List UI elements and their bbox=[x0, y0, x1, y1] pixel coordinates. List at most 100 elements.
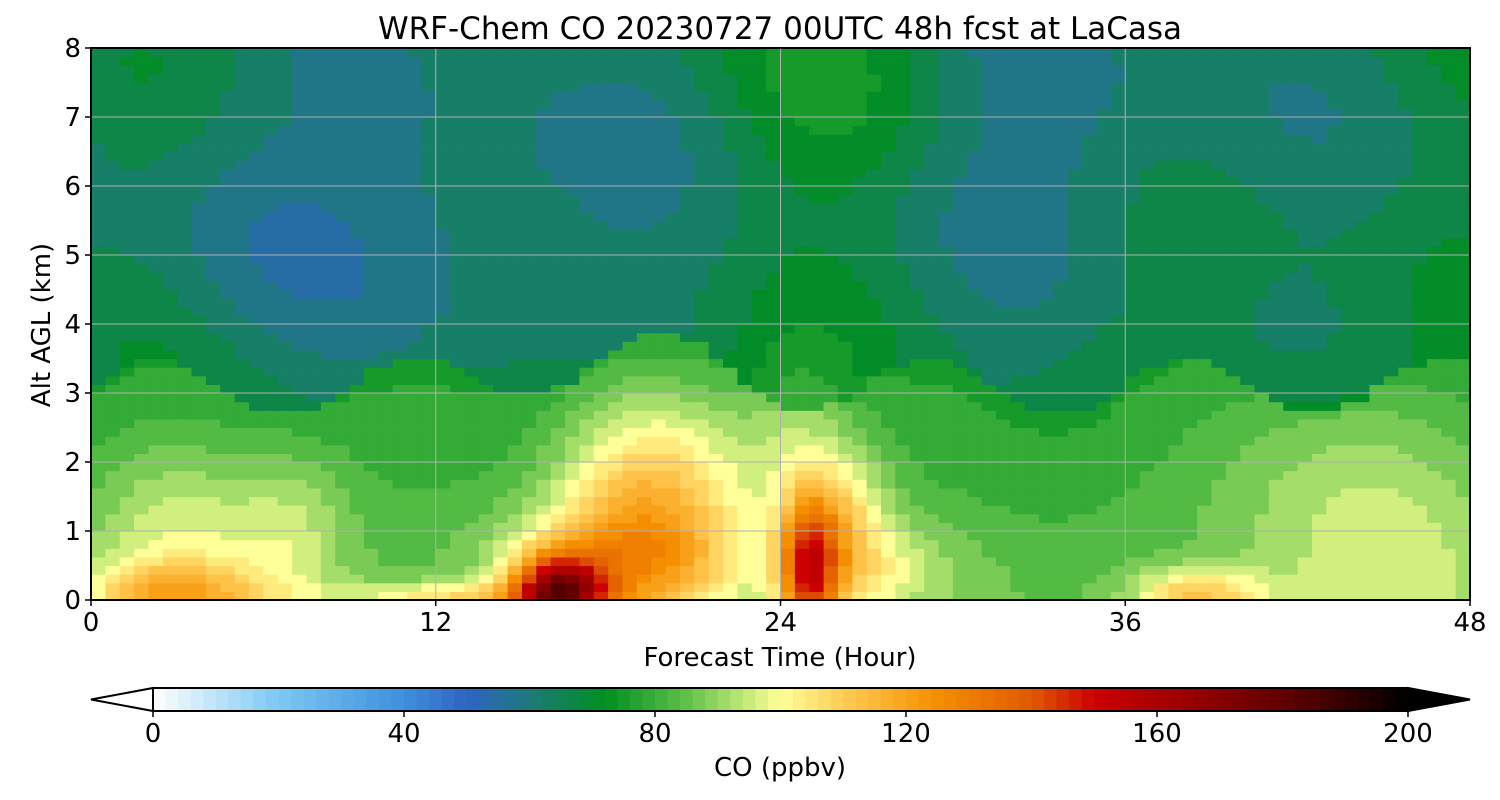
contour-cell bbox=[292, 177, 308, 187]
contour-cell bbox=[665, 453, 681, 463]
contour-cell bbox=[1039, 272, 1055, 282]
contour-cell bbox=[995, 582, 1011, 592]
contour-cell bbox=[823, 73, 839, 84]
contour-cell bbox=[809, 280, 825, 291]
contour-cell bbox=[1153, 280, 1169, 291]
contour-cell bbox=[349, 367, 365, 377]
contour-cell bbox=[320, 427, 336, 437]
contour-cell bbox=[995, 479, 1011, 489]
contour-cell bbox=[636, 194, 652, 204]
contour-cell bbox=[665, 177, 681, 187]
contour-cell bbox=[708, 99, 724, 109]
contour-cell bbox=[665, 220, 681, 230]
contour-cell bbox=[579, 582, 595, 592]
contour-cell bbox=[1010, 160, 1026, 170]
contour-cell bbox=[651, 556, 667, 567]
contour-cell bbox=[134, 289, 150, 299]
contour-cell bbox=[593, 82, 609, 92]
contour-cell bbox=[622, 418, 638, 429]
contour-cell bbox=[464, 160, 480, 170]
contour-cell bbox=[205, 505, 221, 515]
contour-cell bbox=[579, 65, 595, 75]
contour-cell bbox=[622, 332, 638, 342]
contour-cell bbox=[421, 160, 437, 170]
contour-cell bbox=[177, 194, 193, 204]
contour-cell bbox=[809, 306, 825, 316]
contour-cell bbox=[1024, 462, 1040, 472]
contour-cell bbox=[105, 375, 121, 385]
contour-cell bbox=[751, 410, 767, 420]
contour-cell bbox=[809, 349, 825, 360]
contour-cell bbox=[909, 229, 925, 239]
contour-cell bbox=[995, 177, 1011, 187]
contour-cell bbox=[952, 531, 968, 541]
contour-cell bbox=[177, 375, 193, 385]
contour-cell bbox=[177, 298, 193, 308]
contour-cell bbox=[723, 436, 738, 446]
contour-cell bbox=[493, 505, 509, 515]
contour-cell bbox=[1182, 496, 1198, 506]
contour-cell bbox=[464, 73, 480, 84]
contour-cell bbox=[981, 358, 997, 368]
contour-cell bbox=[1168, 591, 1184, 601]
contour-cell bbox=[450, 556, 466, 567]
contour-cell bbox=[407, 56, 422, 66]
contour-cell bbox=[737, 470, 753, 480]
contour-cell bbox=[162, 246, 178, 256]
contour-cell bbox=[162, 186, 178, 196]
contour-cell bbox=[536, 453, 552, 463]
contour-cell bbox=[622, 82, 638, 92]
contour-cell bbox=[981, 548, 997, 558]
contour-cell bbox=[593, 246, 609, 256]
contour-cell bbox=[392, 142, 408, 153]
contour-cell bbox=[651, 574, 667, 584]
contour-cell bbox=[967, 496, 983, 506]
contour-cell bbox=[823, 246, 839, 256]
contour-cell bbox=[608, 367, 624, 377]
contour-cell bbox=[995, 591, 1011, 601]
contour-cell bbox=[450, 436, 466, 446]
contour-cell bbox=[766, 168, 782, 178]
contour-cell bbox=[866, 220, 882, 230]
contour-cell bbox=[1039, 513, 1055, 523]
contour-cell bbox=[1024, 574, 1040, 584]
contour-cell bbox=[1110, 427, 1126, 437]
contour-cell bbox=[205, 513, 221, 523]
contour-cell bbox=[234, 99, 250, 109]
contour-cell bbox=[679, 324, 695, 334]
contour-cell bbox=[1125, 168, 1141, 178]
contour-cell bbox=[536, 436, 552, 446]
contour-cell bbox=[723, 531, 738, 541]
contour-cell bbox=[263, 531, 279, 541]
contour-cell bbox=[823, 479, 839, 489]
contour-cell bbox=[751, 220, 767, 230]
contour-cell bbox=[938, 168, 954, 178]
contour-cell bbox=[177, 220, 193, 230]
contour-cell bbox=[1053, 186, 1069, 196]
contour-cell bbox=[665, 298, 681, 308]
contour-cell bbox=[306, 211, 322, 222]
contour-cell bbox=[177, 246, 193, 256]
contour-cell bbox=[320, 168, 336, 178]
contour-cell bbox=[651, 134, 667, 144]
contour-cell bbox=[622, 108, 638, 118]
contour-cell bbox=[205, 315, 221, 325]
contour-cell bbox=[837, 505, 853, 515]
contour-cell bbox=[1024, 125, 1040, 135]
contour-cell bbox=[1096, 565, 1112, 575]
contour-cell bbox=[593, 591, 609, 601]
contour-cell bbox=[579, 142, 595, 153]
contour-cell bbox=[766, 134, 782, 144]
contour-cell bbox=[909, 556, 925, 567]
contour-cell bbox=[177, 367, 193, 377]
contour-cell bbox=[751, 582, 767, 592]
contour-cell bbox=[952, 332, 968, 342]
contour-cell bbox=[421, 410, 437, 420]
contour-cell bbox=[1067, 410, 1083, 420]
contour-cell bbox=[191, 211, 207, 222]
contour-cell bbox=[119, 375, 135, 385]
contour-cell bbox=[809, 531, 825, 541]
contour-cell bbox=[1125, 393, 1141, 403]
contour-cell bbox=[866, 427, 882, 437]
